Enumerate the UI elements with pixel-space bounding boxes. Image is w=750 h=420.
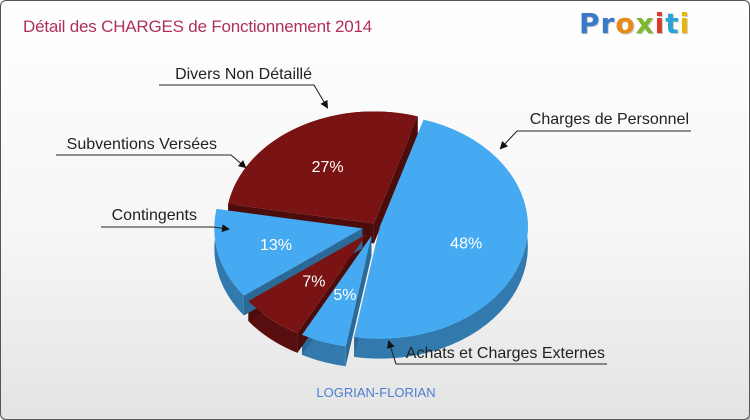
percent-label-1: 48% (450, 236, 482, 253)
slice-labels: Charges de Personnel Achats et Charges Ex… (67, 66, 689, 362)
slice-label-4: Divers Non Détaillé (175, 66, 312, 83)
slice-edge-0-1 (373, 116, 418, 244)
slice-wall-2 (301, 334, 346, 367)
logo-letters-pr: Pr (579, 7, 616, 40)
leader-line-2 (101, 224, 230, 233)
slice-1 (354, 119, 528, 339)
slice-4 (214, 208, 363, 296)
slice-3 (248, 233, 367, 333)
slice-label-0: Charges de Personnel (530, 111, 689, 128)
leader-lines (56, 84, 691, 365)
leader-line-0 (499, 130, 691, 150)
percent-label-3: 7% (302, 274, 325, 291)
percent-label-0: 27% (312, 159, 344, 176)
percent-labels: 27% 48% 5% 7% 13% (260, 159, 482, 304)
leader-line-1 (387, 340, 607, 365)
slice-0 (228, 111, 418, 224)
logo-letter-t: t (665, 7, 680, 40)
leader-line-4 (159, 84, 329, 109)
proxiti-logo[interactable]: Proxiti (579, 7, 690, 40)
slice-wall-4 (214, 208, 244, 316)
percent-label-2: 5% (333, 287, 356, 304)
logo-letter-i: i (654, 7, 666, 40)
slice-2 (301, 235, 372, 347)
slice-edge-2-0 (345, 235, 372, 367)
logo-letter-o: o (615, 7, 636, 40)
logo-letter-i-2: i (679, 7, 691, 40)
commune-name: LOGRIAN-FLORIAN (316, 385, 436, 400)
leader-line-3 (56, 154, 247, 169)
slice-label-2: Contingents (112, 207, 197, 224)
slice-label-3: Subventions Versées (67, 136, 217, 153)
percent-label-4: 13% (260, 237, 292, 254)
chart-title: Détail des CHARGES de Fonctionnement 201… (23, 17, 372, 36)
pie-slices (214, 111, 528, 367)
logo-letter-x: x (635, 7, 655, 40)
slice-label-1: Achats et Charges Externes (406, 345, 605, 362)
